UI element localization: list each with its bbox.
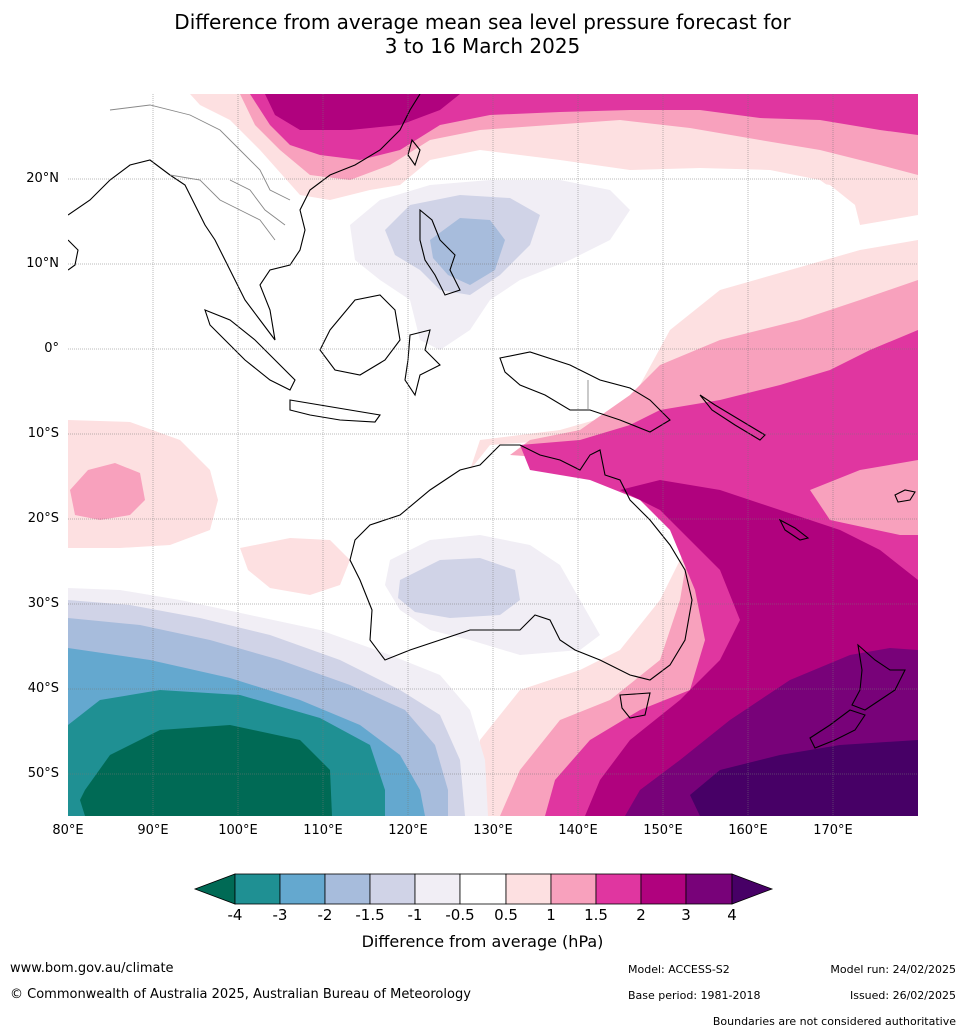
model-text: Model: ACCESS-S2	[628, 963, 730, 976]
nz-north-coastline	[851, 643, 906, 711]
contour-north-2	[265, 94, 460, 130]
lon-label-120e: 120°E	[388, 823, 428, 838]
contour-aus-neg-1	[398, 558, 520, 618]
lat-label-0: 0°	[44, 341, 59, 356]
lon-label-160e: 160°E	[728, 823, 768, 838]
colorbar-tick: -1.5	[355, 906, 385, 924]
colorbar-tick: -1	[407, 906, 423, 924]
colorbar-extend-low	[193, 873, 236, 905]
colorbar-tick: -4	[227, 906, 243, 924]
map-field	[68, 94, 918, 816]
colorbar-bin-3	[324, 873, 371, 905]
borneo-coastline	[319, 294, 401, 376]
colorbar-tick: 3	[681, 906, 691, 924]
colorbar-bin-2	[279, 873, 326, 905]
base-period-text: Base period: 1981-2018	[628, 989, 761, 1002]
java-coastline	[289, 399, 381, 423]
coastlines	[68, 94, 916, 749]
new-guinea-coastline	[499, 351, 671, 433]
contour-philippines-neg-1.5	[430, 218, 505, 285]
lon-label-170e: 170°E	[813, 823, 853, 838]
colorbar-title: Difference from average (hPa)	[361, 932, 604, 951]
contour-indian-small	[240, 538, 350, 595]
colorbar-bin-11	[685, 873, 733, 905]
colorbar-bin-10	[640, 873, 687, 905]
colorbar-tick: 1	[546, 906, 556, 924]
lat-label-30s: 30°S	[27, 596, 59, 611]
sumatra-coastline	[204, 309, 296, 391]
india-coastline	[68, 239, 79, 271]
lon-label-150e: 150°E	[643, 823, 683, 838]
colorbar-bin-1	[234, 873, 281, 905]
taiwan-coastline	[407, 138, 421, 167]
issued-text: Issued: 26/02/2025	[849, 989, 956, 1002]
lon-label-100e: 100°E	[218, 823, 258, 838]
asia-mainland-coastline	[68, 94, 421, 341]
title-line-1: Difference from average mean sea level p…	[174, 10, 791, 34]
colorbar-bin-8	[550, 873, 597, 905]
colorbar-tick: -0.5	[445, 906, 475, 924]
lon-label-130e: 130°E	[473, 823, 513, 838]
colorbar-bin-7	[505, 873, 552, 905]
gridlines	[68, 94, 918, 816]
model-run-text: Model run: 24/02/2025	[830, 963, 956, 976]
colorbar-tick: -3	[272, 906, 288, 924]
solomons-coastline	[699, 394, 766, 441]
sulawesi-coastline	[404, 329, 441, 397]
lat-label-20n: 20°N	[26, 171, 59, 186]
colorbar-tick: 2	[636, 906, 646, 924]
map-title: Difference from average mean sea level p…	[0, 10, 965, 58]
tasmania-coastline	[619, 692, 651, 719]
colorbar-tick: -2	[317, 906, 333, 924]
australia-coastline	[349, 444, 693, 681]
title-line-2: 3 to 16 March 2025	[384, 34, 581, 58]
website-link[interactable]: www.bom.gov.au/climate	[10, 961, 174, 976]
lon-label-140e: 140°E	[558, 823, 598, 838]
lon-label-90e: 90°E	[137, 823, 169, 838]
nz-south-coastline	[809, 709, 866, 749]
lat-label-10s: 10°S	[27, 426, 59, 441]
colorbar-tick: 1.5	[584, 906, 608, 924]
border-asia-1	[109, 104, 291, 201]
contour-nz-4	[690, 740, 918, 816]
copyright-text: © Commonwealth of Australia 2025, Austra…	[10, 987, 471, 1002]
new-caledonia-coastline	[778, 518, 810, 541]
colorbar-bin-4	[369, 873, 416, 905]
colorbar	[193, 873, 774, 905]
colorbar-extend-high	[731, 873, 774, 905]
fiji-coastline	[894, 489, 916, 503]
contour-indian-1	[70, 463, 145, 520]
lat-label-50s: 50°S	[27, 766, 59, 781]
colorbar-bin-5	[414, 873, 461, 905]
contour-south-neg-4	[80, 725, 332, 816]
colorbar-bin-9	[595, 873, 642, 905]
border-asia-3	[229, 179, 286, 226]
disclaimer-text: Boundaries are not considered authoritat…	[712, 1015, 956, 1028]
lon-label-80e: 80°E	[52, 823, 84, 838]
lon-label-110e: 110°E	[303, 823, 343, 838]
lat-label-20s: 20°S	[27, 511, 59, 526]
colorbar-bin-6	[459, 873, 507, 905]
colorbar-tick: 0.5	[494, 906, 518, 924]
philippines-coastline	[419, 208, 461, 296]
lat-label-40s: 40°S	[27, 681, 59, 696]
colorbar-tick: 4	[727, 906, 737, 924]
lat-label-10n: 10°N	[26, 256, 59, 271]
